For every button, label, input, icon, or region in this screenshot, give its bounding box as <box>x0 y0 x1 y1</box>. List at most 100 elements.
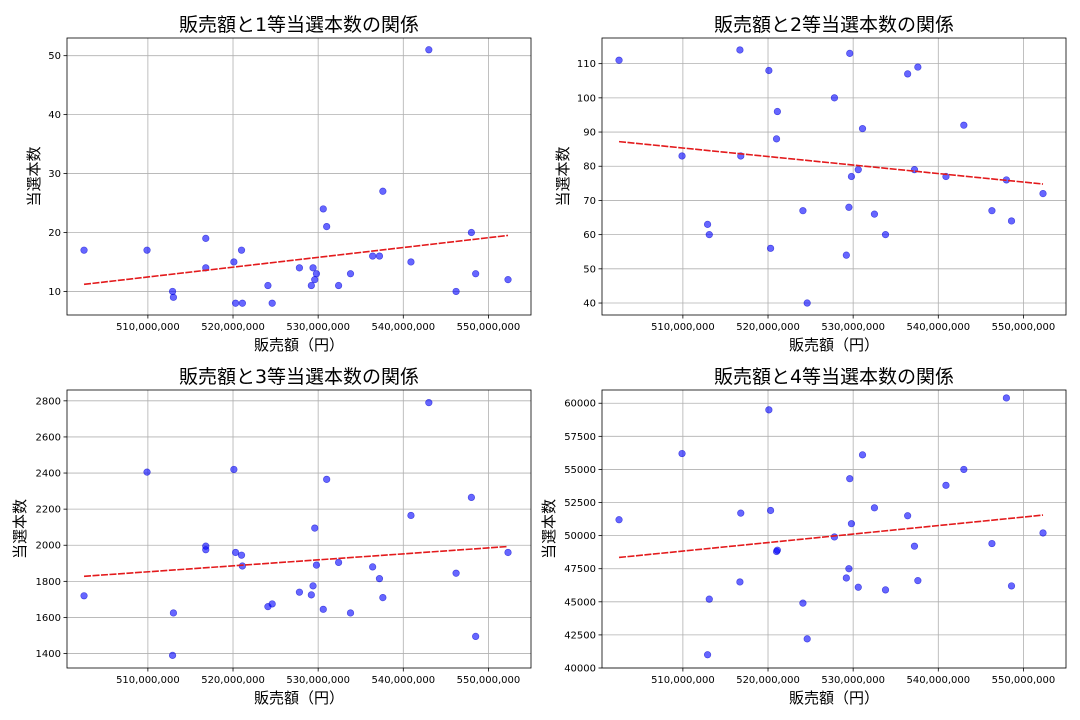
data-point <box>914 63 922 71</box>
data-point <box>319 205 327 213</box>
data-point <box>847 520 856 528</box>
x-tick-label: 510,000,000 <box>651 322 715 333</box>
data-point <box>143 246 151 254</box>
x-tick-label: 540,000,000 <box>371 322 435 333</box>
data-point <box>772 135 781 143</box>
x-tick-label: 520,000,000 <box>736 675 800 686</box>
data-point <box>988 207 996 215</box>
y-axis-label: 当選本数 <box>11 499 29 559</box>
y-tick-label: 55000 <box>564 465 596 476</box>
plot-area <box>66 389 532 669</box>
x-tick-label: 510,000,000 <box>116 322 180 333</box>
data-point <box>803 299 811 307</box>
data-point <box>375 252 384 260</box>
data-point <box>369 252 377 260</box>
data-point <box>870 504 879 512</box>
data-point <box>472 270 480 278</box>
trend-line <box>83 545 509 578</box>
chart-panel-3: 510,000,000 520,000,000 530,000,000 540,000… <box>11 366 532 707</box>
data-point <box>452 287 460 296</box>
data-point <box>295 264 304 272</box>
data-point <box>323 222 331 231</box>
data-point <box>773 546 781 554</box>
data-point <box>319 605 327 613</box>
data-point <box>765 406 773 414</box>
data-point <box>202 234 210 242</box>
x-tick-label: 550,000,000 <box>457 675 521 686</box>
data-point <box>1007 217 1016 225</box>
data-point <box>1039 529 1047 537</box>
data-point <box>881 231 890 239</box>
data-point <box>312 270 321 278</box>
x-axis-label: 販売額（円） <box>789 689 879 707</box>
data-point <box>295 588 304 596</box>
plot-area <box>66 37 532 316</box>
y-axis-label: 当選本数 <box>554 146 572 206</box>
data-point <box>960 465 968 474</box>
x-tick-label: 520,000,000 <box>201 675 265 686</box>
chart-panel-1: 510,000,000 520,000,000 530,000,000 540,000… <box>25 14 532 354</box>
x-tick-label: 520,000,000 <box>201 322 265 333</box>
chart-title: 販売額と3等当選本数の関係 <box>179 366 419 388</box>
data-point <box>467 228 476 237</box>
trend-line <box>83 234 509 286</box>
data-point <box>705 595 713 603</box>
y-axis-label: 当選本数 <box>25 146 43 206</box>
data-point <box>942 481 950 489</box>
x-tick-label: 530,000,000 <box>821 322 885 333</box>
data-point <box>334 558 343 566</box>
data-point <box>1002 394 1011 402</box>
data-point <box>452 569 460 577</box>
data-point <box>80 246 88 254</box>
y-tick-label: 57500 <box>564 432 596 443</box>
data-point <box>202 546 210 554</box>
data-point <box>858 125 867 133</box>
data-point <box>615 516 623 524</box>
data-point <box>369 563 377 571</box>
data-point <box>846 475 854 483</box>
data-point <box>237 551 246 559</box>
y-tick-label: 60000 <box>564 399 596 410</box>
data-point <box>766 244 775 252</box>
data-point <box>845 565 853 573</box>
data-point <box>309 264 317 272</box>
data-point <box>615 56 623 64</box>
x-tick-label: 550,000,000 <box>457 322 521 333</box>
y-tick-label: 10 <box>48 287 61 298</box>
x-tick-label: 530,000,000 <box>286 675 350 686</box>
data-point <box>230 465 238 474</box>
y-tick-label: 100 <box>577 93 596 104</box>
x-tick-label: 530,000,000 <box>286 322 350 333</box>
data-point <box>323 475 331 483</box>
data-point <box>988 539 996 548</box>
data-point <box>168 651 177 659</box>
data-point <box>379 187 387 195</box>
x-axis-label: 販売額（円） <box>254 689 344 707</box>
data-point <box>268 600 276 608</box>
data-point <box>264 281 272 290</box>
y-tick-label: 2800 <box>36 396 61 407</box>
data-point <box>379 593 387 602</box>
data-point <box>870 210 879 218</box>
plot-area <box>601 37 1067 316</box>
chart-title: 販売額と2等当選本数の関係 <box>714 14 954 36</box>
y-tick-label: 40 <box>583 299 596 310</box>
y-tick-label: 50 <box>583 264 596 275</box>
data-point <box>334 281 343 290</box>
y-tick-label: 20 <box>48 228 61 239</box>
data-point <box>842 251 850 259</box>
data-point <box>346 270 355 278</box>
data-point <box>238 299 246 307</box>
data-point <box>703 651 712 659</box>
data-point <box>504 276 512 284</box>
y-tick-label: 2600 <box>36 432 61 443</box>
data-point <box>773 107 781 116</box>
data-point <box>425 46 433 54</box>
data-point <box>407 258 415 266</box>
y-tick-label: 1600 <box>36 613 61 624</box>
data-point <box>467 493 476 502</box>
data-point <box>678 449 686 458</box>
data-point <box>231 299 240 307</box>
data-point <box>845 203 853 211</box>
data-point <box>736 46 744 54</box>
